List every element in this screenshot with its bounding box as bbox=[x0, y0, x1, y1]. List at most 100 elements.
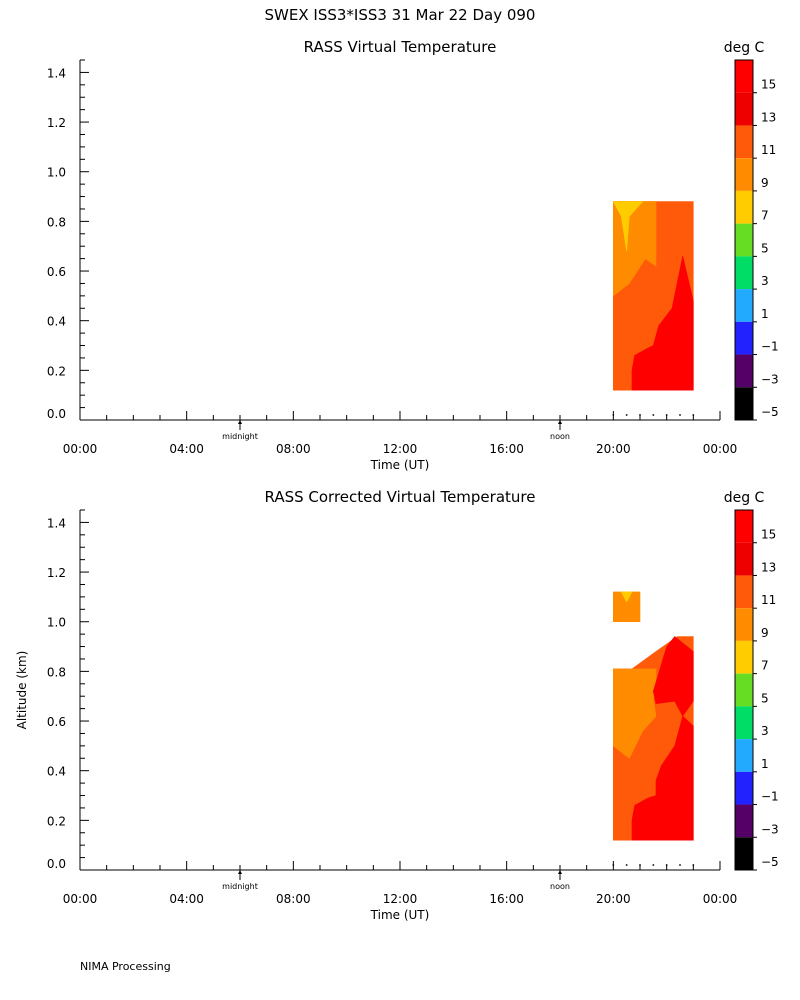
chart-panels: RASS Virtual Temperature 00:00 04:00 08:00 1… bbox=[15, 38, 779, 922]
colorbar-label: 15 bbox=[761, 78, 776, 92]
y-axis-label: Altitude (km) bbox=[15, 651, 29, 730]
x-tick-label: 08:00 bbox=[276, 442, 311, 456]
colorbar-label: 5 bbox=[761, 241, 769, 255]
marker-arrow bbox=[558, 420, 562, 424]
marker-label: noon bbox=[550, 882, 570, 891]
contour-region bbox=[652, 636, 694, 717]
colorbar-label: −3 bbox=[761, 822, 779, 836]
marker-label: midnight bbox=[222, 432, 258, 441]
y-tick-label: 1.4 bbox=[47, 516, 66, 530]
x-tick-label: 00:00 bbox=[703, 442, 738, 456]
x-tick-label: 12:00 bbox=[383, 442, 418, 456]
contour-region bbox=[631, 256, 694, 391]
x-tick-label: 04:00 bbox=[169, 892, 204, 906]
y-tick-label: 0.0 bbox=[47, 407, 66, 421]
colorbar-frame bbox=[734, 59, 754, 421]
colorbar-swatch bbox=[735, 739, 753, 772]
data-point bbox=[679, 864, 681, 866]
chart-panel-1: RASS Virtual Temperature 00:00 04:00 08:00 1… bbox=[47, 38, 779, 472]
colorbar-label: −3 bbox=[761, 372, 779, 386]
marker-arrow bbox=[238, 420, 242, 424]
y-tick-label: 1.0 bbox=[47, 166, 66, 180]
y-tick-label: 0.2 bbox=[47, 364, 66, 378]
marker-label: midnight bbox=[222, 882, 258, 891]
colorbar-label: 13 bbox=[761, 110, 776, 124]
colorbar-label: 7 bbox=[761, 209, 769, 223]
data-point bbox=[652, 414, 655, 416]
colorbar-label: 3 bbox=[761, 274, 769, 288]
panel-title: RASS Virtual Temperature bbox=[304, 38, 497, 56]
colorbar-swatch bbox=[735, 190, 753, 224]
marker-label: noon bbox=[550, 432, 570, 441]
y-tick-label: 1.4 bbox=[47, 66, 66, 80]
figure-title: SWEX ISS3*ISS3 31 Mar 22 Day 090 bbox=[265, 6, 536, 24]
data-point bbox=[652, 864, 655, 866]
x-axis-label: Time (UT) bbox=[370, 908, 430, 922]
colorbar-unit: deg C bbox=[724, 490, 765, 506]
y-tick-label: 0.2 bbox=[47, 814, 66, 828]
colorbar-label: −1 bbox=[761, 790, 779, 804]
y-tick-label: 1.0 bbox=[47, 616, 66, 630]
y-tick-label: 0.8 bbox=[47, 215, 66, 229]
colorbar-unit: deg C bbox=[724, 40, 765, 56]
y-tick-label: 0.4 bbox=[47, 315, 66, 329]
y-tick-label: 1.2 bbox=[47, 566, 66, 580]
colorbar-swatch bbox=[735, 289, 753, 322]
y-tick-label: 0.6 bbox=[47, 715, 66, 729]
contour-region bbox=[612, 201, 644, 252]
panel-title: RASS Corrected Virtual Temperature bbox=[265, 488, 536, 506]
colorbar-swatch bbox=[735, 575, 753, 609]
data-point bbox=[625, 864, 628, 866]
contour-region bbox=[620, 591, 633, 603]
footer-note: NIMA Processing bbox=[80, 960, 171, 973]
colorbar-swatch bbox=[735, 387, 753, 420]
colorbar-swatch bbox=[735, 771, 753, 805]
contour-region bbox=[612, 591, 641, 623]
x-tick-label: 00:00 bbox=[703, 892, 738, 906]
colorbar-swatch bbox=[735, 542, 753, 576]
colorbar-label: 1 bbox=[761, 757, 769, 771]
y-tick-label: 0.8 bbox=[47, 665, 66, 679]
colorbar-swatch bbox=[735, 158, 753, 191]
marker-arrow bbox=[238, 870, 242, 874]
chart-panel-2: RASS Corrected Virtual Temperature 00:00 0… bbox=[15, 488, 779, 922]
colorbar-label: 3 bbox=[761, 724, 769, 738]
colorbar-label: 11 bbox=[761, 593, 776, 607]
colorbar-label: 15 bbox=[761, 528, 776, 542]
colorbar-swatch bbox=[735, 804, 753, 838]
data-point bbox=[625, 414, 628, 416]
x-tick-label: 08:00 bbox=[276, 892, 311, 906]
colorbar-swatch bbox=[735, 354, 753, 388]
colorbar-label: 9 bbox=[761, 626, 769, 640]
x-tick-label: 12:00 bbox=[383, 892, 418, 906]
x-tick-label: 20:00 bbox=[596, 442, 631, 456]
colorbar-label: −1 bbox=[761, 340, 779, 354]
contour-region bbox=[612, 668, 657, 759]
colorbar-label: 11 bbox=[761, 143, 776, 157]
y-tick-label: 0.0 bbox=[47, 857, 66, 871]
colorbar-swatch bbox=[735, 640, 753, 674]
colorbar-label: −5 bbox=[761, 855, 779, 869]
x-tick-label: 16:00 bbox=[489, 442, 524, 456]
x-tick-label: 04:00 bbox=[169, 442, 204, 456]
colorbar-swatch bbox=[735, 706, 753, 740]
x-axis-label: Time (UT) bbox=[370, 458, 430, 472]
colorbar-swatch bbox=[735, 256, 753, 290]
x-tick-label: 00:00 bbox=[63, 892, 98, 906]
colorbar-swatch bbox=[735, 60, 753, 93]
colorbar-label: 13 bbox=[761, 560, 776, 574]
colorbar-label: 7 bbox=[761, 659, 769, 673]
y-tick-label: 1.2 bbox=[47, 116, 66, 130]
colorbar-swatch bbox=[735, 125, 753, 159]
x-tick-label: 16:00 bbox=[489, 892, 524, 906]
colorbar-swatch bbox=[735, 837, 753, 870]
colorbar-swatch bbox=[735, 608, 753, 641]
colorbar-label: −5 bbox=[761, 405, 779, 419]
colorbar-label: 9 bbox=[761, 176, 769, 190]
colorbar-label: 1 bbox=[761, 307, 769, 321]
colorbar-label: 5 bbox=[761, 691, 769, 705]
colorbar-swatch bbox=[735, 510, 753, 543]
colorbar-swatch bbox=[735, 673, 753, 707]
data-point bbox=[679, 414, 681, 416]
